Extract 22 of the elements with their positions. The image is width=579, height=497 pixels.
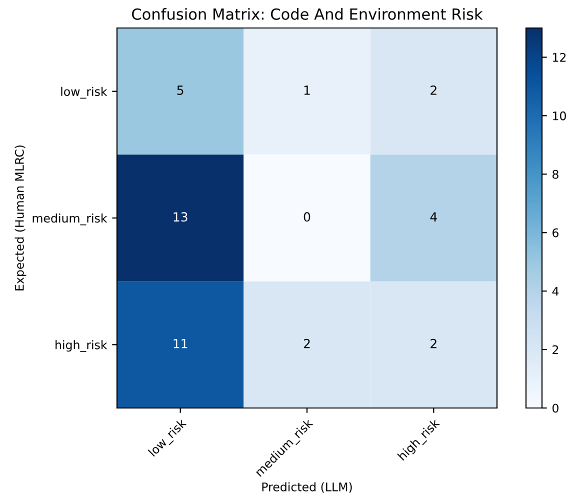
color-bar-label: 4 xyxy=(552,286,559,296)
color-bar-label: 6 xyxy=(552,228,558,238)
data-label: 11 xyxy=(174,339,188,348)
data-label: 13 xyxy=(174,212,188,222)
x-axis-title: Predicted (LLM) xyxy=(262,482,352,493)
data-label: 2 xyxy=(430,338,436,348)
data-label: 0 xyxy=(304,212,310,222)
data-label: 1 xyxy=(304,86,310,95)
y-tick-label: medium_risk xyxy=(32,214,108,226)
y-tick-label: high_risk xyxy=(56,340,108,352)
color-bar-label: 10 xyxy=(553,111,566,120)
color-bar-label: 0 xyxy=(552,404,558,413)
data-label: 4 xyxy=(430,212,437,222)
data-label: 5 xyxy=(177,86,184,95)
y-axis-title: Expected (Human MLRC) xyxy=(14,146,26,290)
data-label: 2 xyxy=(304,338,310,348)
color-bar-label: 12 xyxy=(553,52,566,62)
y-tick-label: low_risk xyxy=(61,86,108,99)
chart-title: Confusion Matrix: Code And Environment Risk xyxy=(132,8,483,20)
color-bar-label: 2 xyxy=(552,345,558,354)
color-bar-label: 8 xyxy=(552,170,558,179)
data-label: 2 xyxy=(430,86,436,95)
